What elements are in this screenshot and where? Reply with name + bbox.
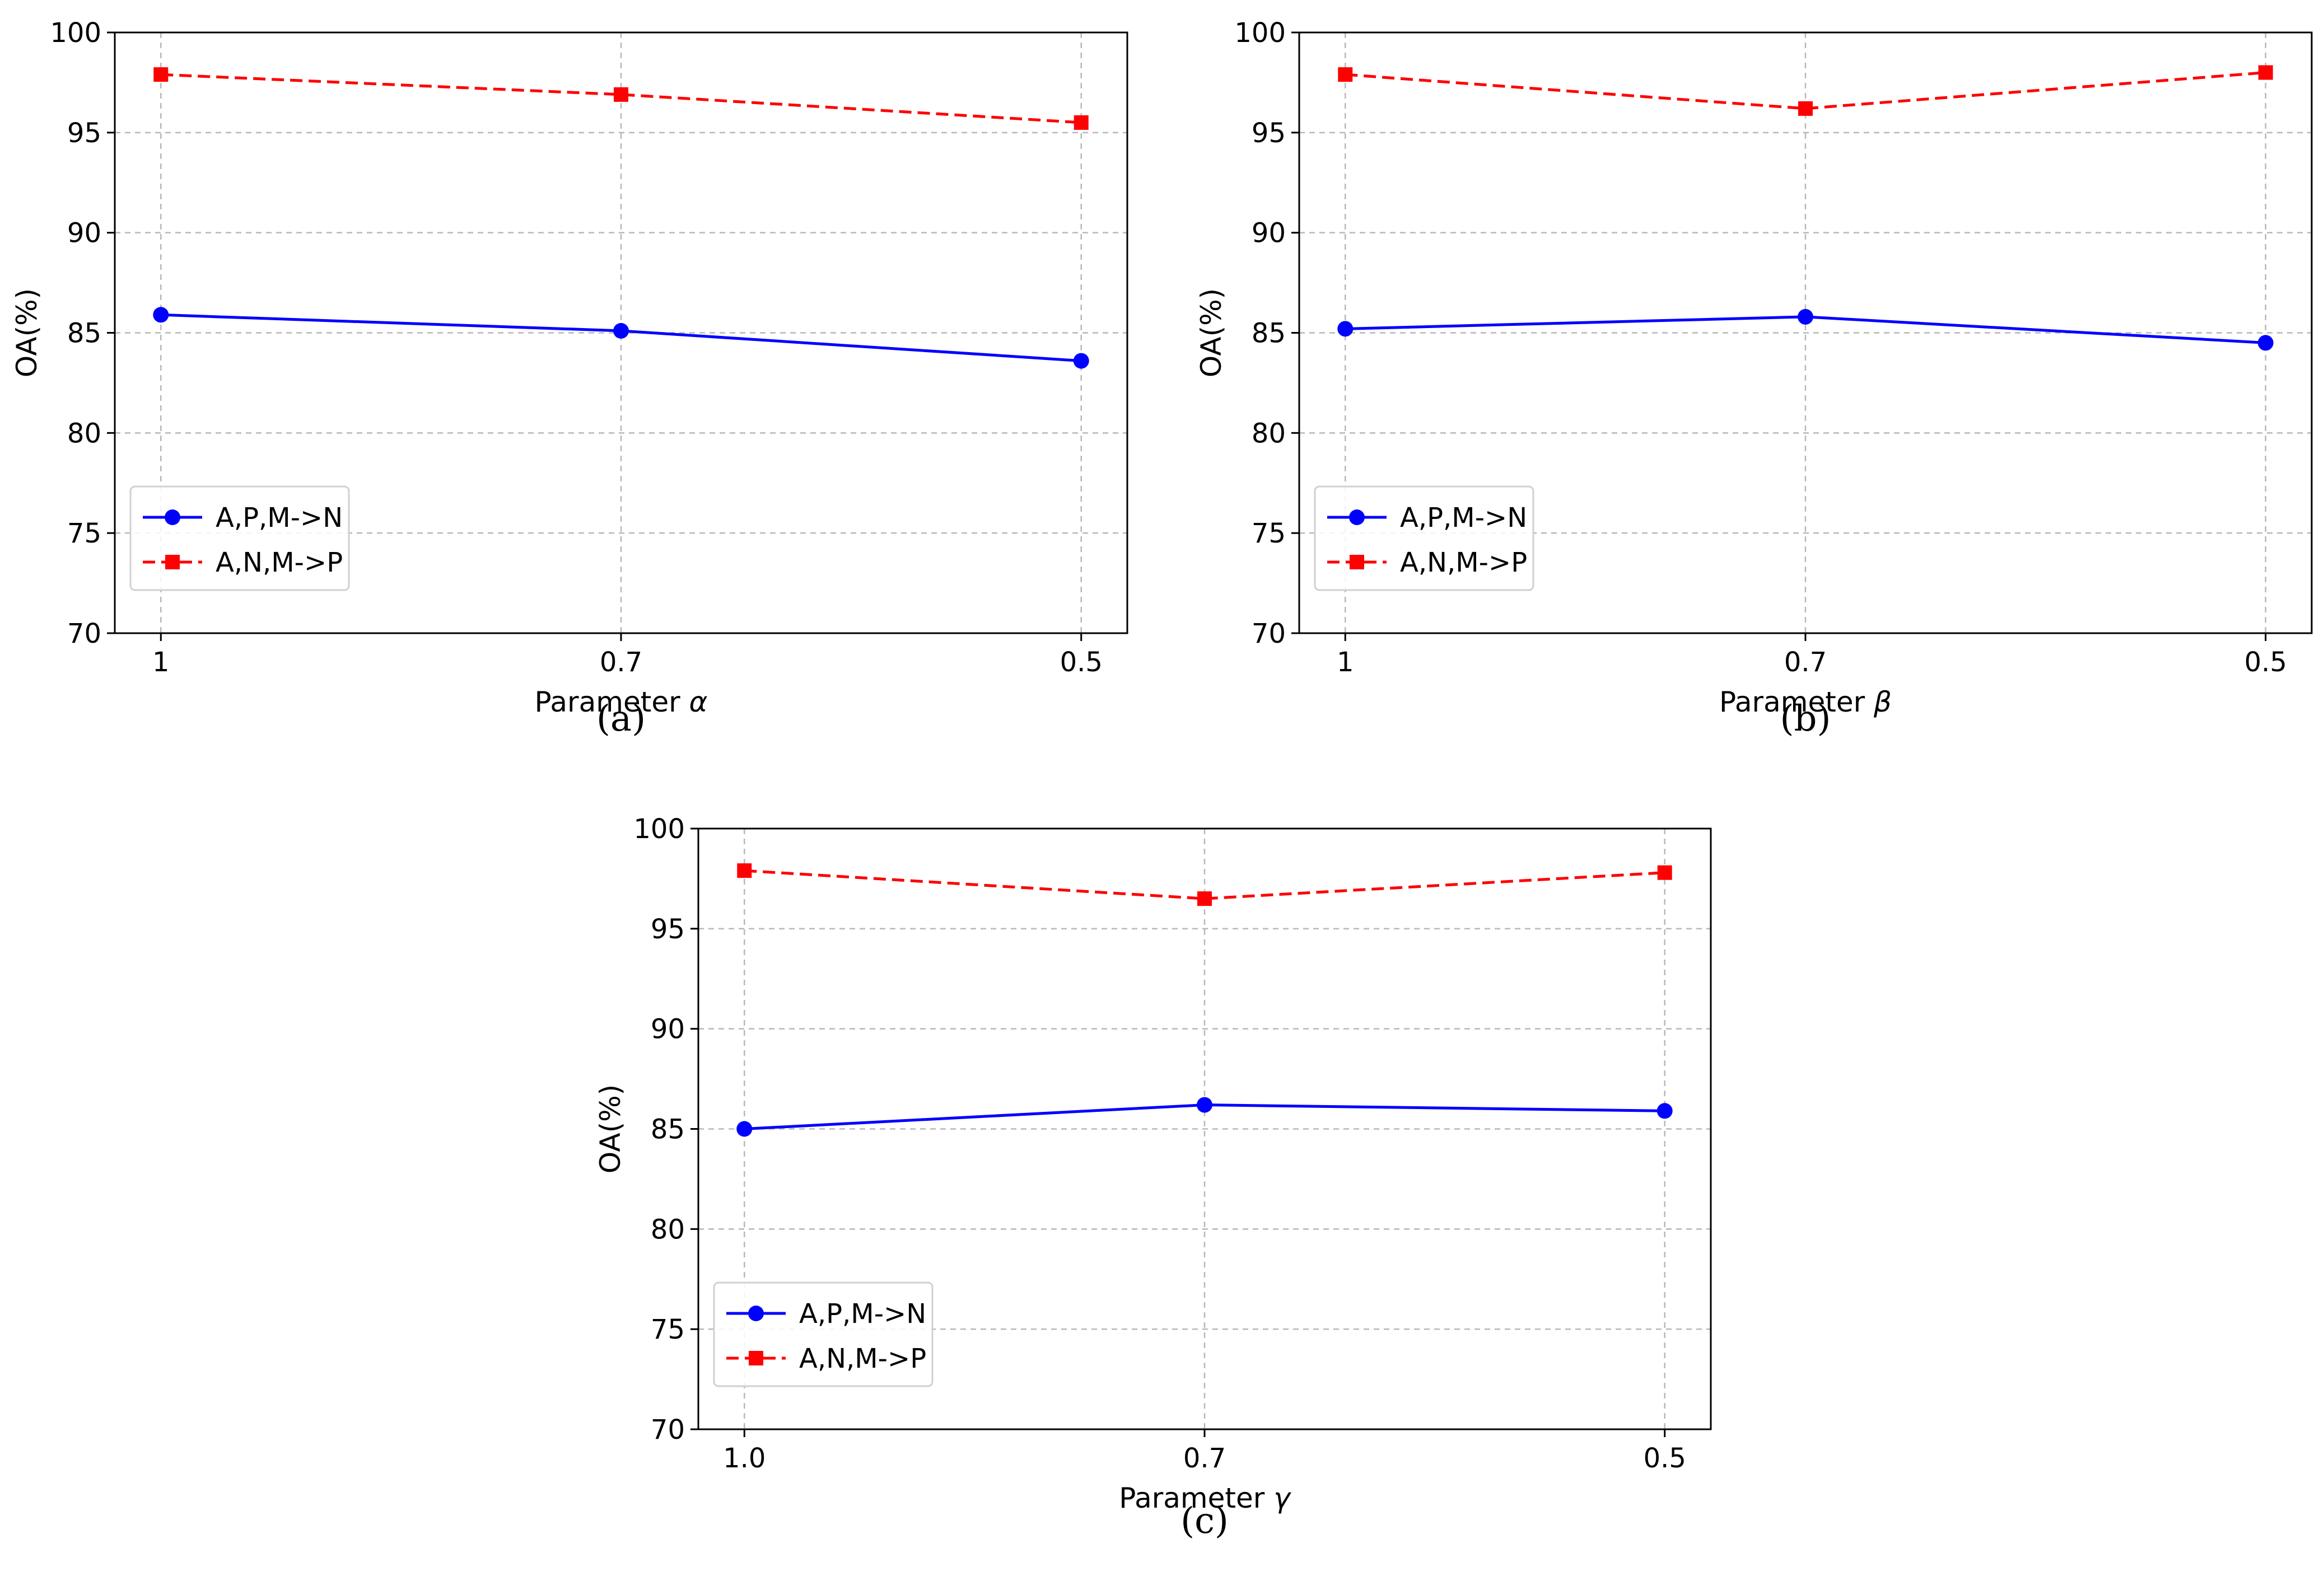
y-tick-label: 100 xyxy=(50,17,101,49)
legend-label: A,N,M->P xyxy=(1400,547,1527,578)
series-blue xyxy=(153,307,1089,369)
data-point-circle xyxy=(153,307,169,323)
y-tick-label: 85 xyxy=(1252,318,1286,349)
data-point-square xyxy=(2258,65,2273,80)
series-line xyxy=(744,869,1665,900)
legend: A,P,M->N A,N,M->P xyxy=(1314,485,1534,591)
series-blue xyxy=(1337,308,2274,351)
y-tick-label: 70 xyxy=(651,1414,685,1446)
y-tick-label: 85 xyxy=(651,1114,685,1145)
x-axis-label: Parameter β xyxy=(1719,686,1892,718)
legend-marker-circle xyxy=(165,509,180,525)
panel-caption: (a) xyxy=(596,698,646,740)
y-tick-label: 75 xyxy=(1252,518,1286,549)
data-point-square xyxy=(614,87,628,102)
x-axis-label-prefix: Parameter xyxy=(535,686,689,718)
legend-marker-circle xyxy=(1349,509,1365,525)
y-axis-label: OA(%) xyxy=(594,1084,627,1173)
chart-c: 70 75 80 85 90 95 100 1.0 0.7 0.5 Parameter γ OA(%)… xyxy=(594,813,1712,1542)
legend-marker-square xyxy=(165,555,180,569)
data-point-square xyxy=(737,863,752,878)
legend: A,P,M->N A,N,M->P xyxy=(713,1281,934,1387)
series-red xyxy=(153,67,1089,130)
y-tick-label: 100 xyxy=(633,813,685,845)
series-line xyxy=(161,73,1081,124)
data-point-circle xyxy=(1337,321,1354,337)
chart-b: 70 75 80 85 90 95 100 1 0.7 0.5 Parameter β OA(%) A,… xyxy=(1195,17,2313,740)
data-point-square xyxy=(153,67,169,82)
y-tick-label: 80 xyxy=(67,418,101,449)
x-tick-label: 0.5 xyxy=(1644,1443,1686,1474)
y-tick-label: 95 xyxy=(67,118,101,149)
x-tick-label: 1.0 xyxy=(723,1443,766,1474)
series-blue xyxy=(736,1097,1673,1137)
y-tick-label: 75 xyxy=(651,1314,685,1345)
x-axis-label-symbol: α xyxy=(689,686,708,718)
y-tick-label: 100 xyxy=(1234,17,1286,49)
legend: A,P,M->N A,N,M->P xyxy=(129,485,350,591)
legend-box xyxy=(1314,485,1534,591)
x-axis-label-symbol: γ xyxy=(1273,1482,1291,1514)
y-axis-label: OA(%) xyxy=(1195,288,1228,377)
x-tick-label: 0.5 xyxy=(1060,647,1103,678)
y-tick-label: 70 xyxy=(1252,618,1286,649)
series-line xyxy=(1345,71,2266,110)
legend-label: A,N,M->P xyxy=(216,547,343,578)
panel-caption: (c) xyxy=(1180,1500,1229,1542)
series-red xyxy=(737,863,1672,906)
x-axis-label-prefix: Parameter xyxy=(1719,686,1874,718)
legend-label: A,P,M->N xyxy=(799,1298,926,1330)
panel-caption: (b) xyxy=(1780,698,1831,740)
x-tick-label: 0.7 xyxy=(1183,1443,1226,1474)
y-tick-label: 95 xyxy=(651,914,685,945)
data-point-circle xyxy=(1656,1103,1673,1119)
y-tick-label: 90 xyxy=(1252,218,1286,249)
x-tick-label: 0.5 xyxy=(2244,647,2287,678)
legend-label: A,P,M->N xyxy=(216,502,343,534)
y-tick-label: 70 xyxy=(67,618,101,649)
legend-label: A,N,M->P xyxy=(799,1343,926,1374)
data-point-circle xyxy=(1197,1097,1212,1113)
x-axis-label-prefix: Parameter xyxy=(1119,1482,1273,1514)
data-point-square xyxy=(1074,115,1089,130)
x-tick-label: 1 xyxy=(152,647,170,678)
data-point-square xyxy=(1798,101,1813,116)
y-tick-label: 90 xyxy=(67,218,101,249)
x-tick-label: 0.7 xyxy=(600,647,642,678)
x-axis-label: Parameter α xyxy=(535,686,708,718)
data-point-circle xyxy=(1798,308,1813,325)
y-tick-label: 80 xyxy=(651,1214,685,1245)
data-point-square xyxy=(1657,865,1672,880)
y-tick-label: 90 xyxy=(651,1014,685,1045)
chart-a: 70 75 80 85 90 95 100 1 0.7 0.5 Parameter α OA(%) A,… xyxy=(11,17,1128,740)
data-point-circle xyxy=(613,322,629,339)
series-red xyxy=(1338,65,2273,116)
x-tick-label: 0.7 xyxy=(1784,647,1827,678)
x-axis-label: Parameter γ xyxy=(1119,1482,1291,1514)
data-point-square xyxy=(1197,891,1212,906)
y-tick-label: 85 xyxy=(67,318,101,349)
y-tick-label: 80 xyxy=(1252,418,1286,449)
x-axis-label-symbol: β xyxy=(1873,686,1892,718)
legend-label: A,P,M->N xyxy=(1400,502,1527,534)
legend-marker-square xyxy=(749,1351,763,1365)
legend-box xyxy=(713,1281,934,1387)
legend-marker-circle xyxy=(748,1306,764,1321)
legend-box xyxy=(129,485,350,591)
y-tick-label: 75 xyxy=(67,518,101,549)
y-axis-label: OA(%) xyxy=(11,288,43,377)
data-point-square xyxy=(1338,67,1353,82)
x-tick-label: 1 xyxy=(1337,647,1354,678)
data-point-circle xyxy=(1073,353,1089,369)
data-point-circle xyxy=(2257,335,2274,351)
y-tick-label: 95 xyxy=(1252,118,1286,149)
data-point-circle xyxy=(736,1121,753,1137)
legend-marker-square xyxy=(1350,555,1364,569)
